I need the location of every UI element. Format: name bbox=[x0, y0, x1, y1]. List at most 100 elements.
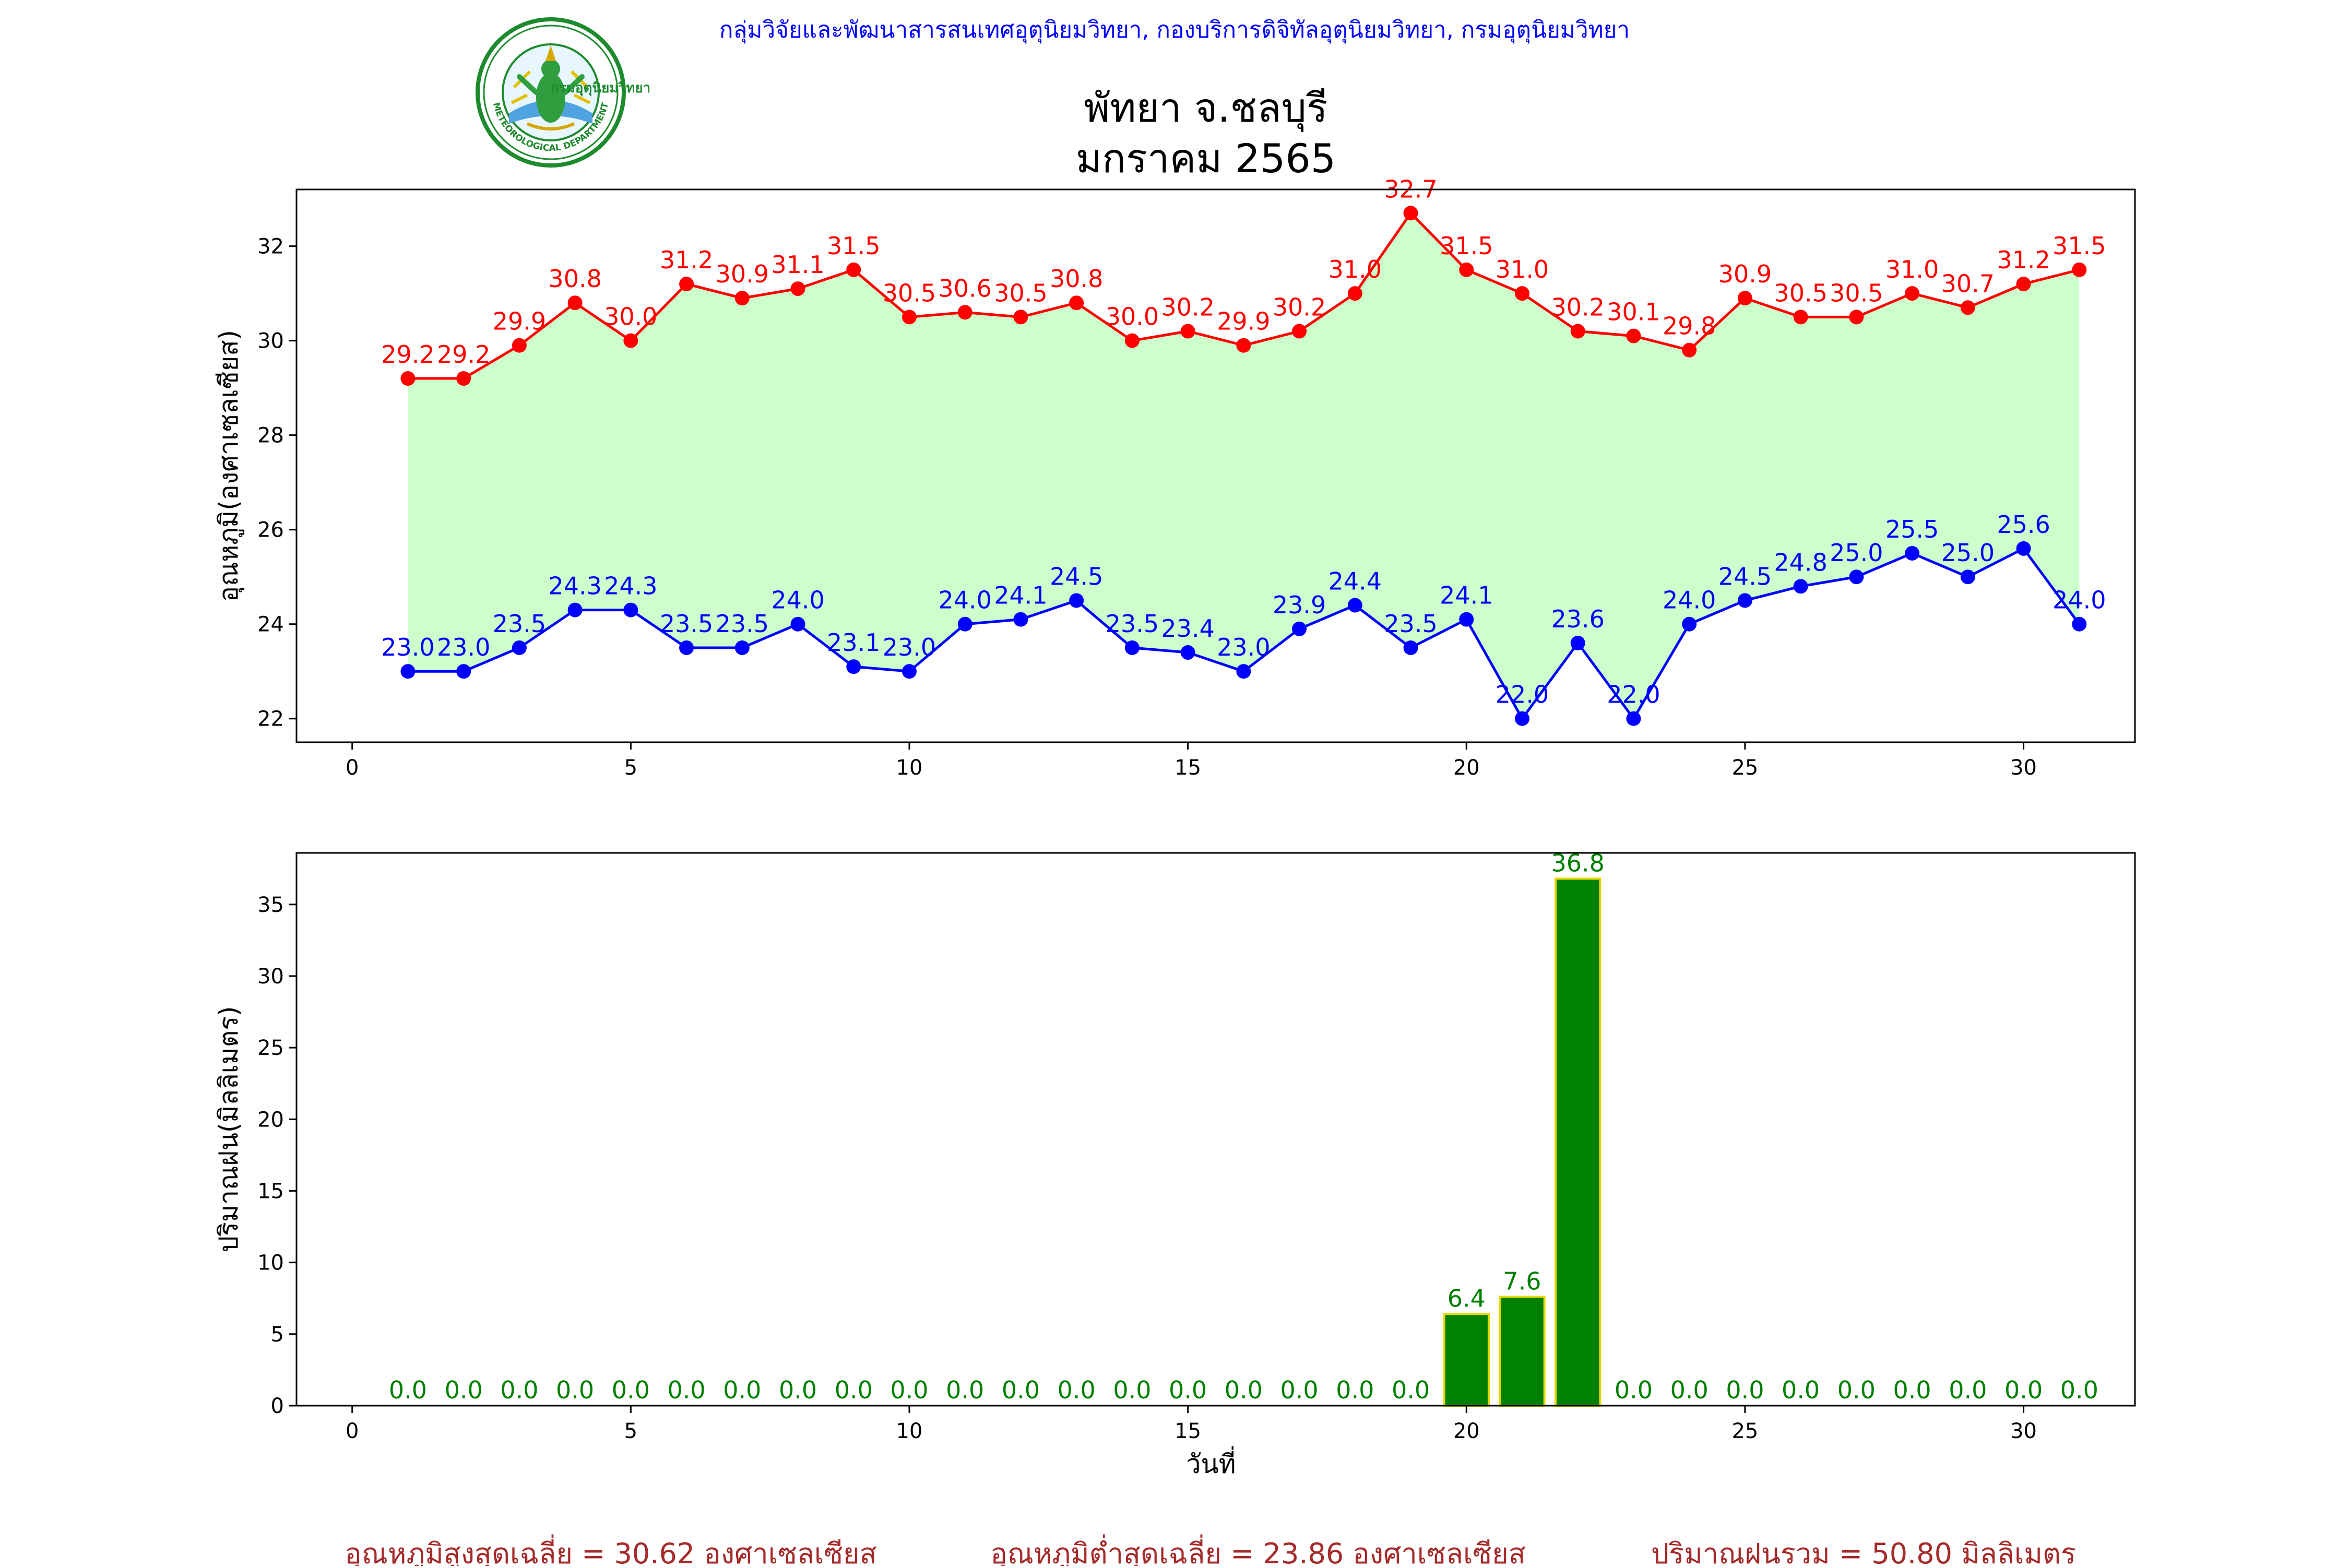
max-temperature-label: 31.2 bbox=[1997, 246, 2050, 274]
max-temperature-point bbox=[1403, 206, 1418, 221]
max-temperature-label: 31.0 bbox=[1885, 255, 1939, 283]
rainfall-label: 0.0 bbox=[1837, 1376, 1876, 1404]
max-temperature-point bbox=[1124, 333, 1140, 348]
y-tick-label: 0 bbox=[271, 1394, 284, 1418]
max-temperature-point bbox=[1236, 338, 1251, 353]
rainfall-bars bbox=[1443, 877, 1601, 1407]
max-temperature-point bbox=[1347, 286, 1362, 301]
rainfall-label: 0.0 bbox=[1336, 1376, 1374, 1404]
rainfall-label: 0.0 bbox=[2004, 1376, 2043, 1404]
temperature-range-area bbox=[408, 213, 2080, 719]
temperature-plot-frame bbox=[295, 188, 2136, 743]
max-temperature-point bbox=[1180, 324, 1195, 339]
y-tick-label: 15 bbox=[257, 1179, 284, 1203]
max-temperature-label: 29.2 bbox=[437, 340, 490, 369]
rainfall-label: 0.0 bbox=[2060, 1376, 2098, 1404]
min-temperature-point bbox=[1626, 711, 1641, 726]
min-temperature-label: 23.0 bbox=[1217, 633, 1270, 661]
rainfall-label: 0.0 bbox=[723, 1376, 761, 1404]
y-tick-label: 10 bbox=[257, 1251, 284, 1275]
rainfall-label: 0.0 bbox=[1615, 1376, 1653, 1404]
max-temperature-point bbox=[456, 371, 471, 386]
x-tick-label: 0 bbox=[346, 756, 359, 780]
min-temperature-label: 22.0 bbox=[1496, 681, 1549, 709]
max-temperature-label: 31.5 bbox=[827, 232, 880, 260]
rainfall-label: 0.0 bbox=[1949, 1376, 1987, 1404]
rainfall-label: 0.0 bbox=[500, 1376, 538, 1404]
x-tick-label: 10 bbox=[896, 756, 923, 780]
max-temperature-point bbox=[1905, 286, 1920, 301]
rainfall-label: 0.0 bbox=[389, 1376, 427, 1404]
max-temperature-label: 30.8 bbox=[548, 265, 601, 293]
max-temperature-point bbox=[2016, 277, 2031, 292]
max-temperature-label: 31.5 bbox=[1440, 232, 1493, 260]
rainfall-label: 0.0 bbox=[946, 1376, 984, 1404]
rainfall-label: 0.0 bbox=[1670, 1376, 1709, 1404]
y-tick-label: 20 bbox=[257, 1108, 284, 1132]
rainfall-label: 0.0 bbox=[668, 1376, 706, 1404]
summary-min-average: อุณหภูมิต่ำสุดเฉลี่ย = 23.86 องศาเซลเซีย… bbox=[990, 1534, 1525, 1566]
rainfall-label: 0.0 bbox=[1392, 1376, 1430, 1404]
max-temperature-point bbox=[1515, 286, 1529, 301]
rainfall-chart: 0.0 0.0 0.0 0.0 0.0 0.0 0.0 0.0 0.0 0.0 0.0 0.0 0.0 0… bbox=[213, 849, 2136, 1479]
min-temperature-point bbox=[902, 664, 917, 679]
min-temperature-label: 25.0 bbox=[1830, 539, 1883, 567]
min-temperature-label: 24.8 bbox=[1774, 548, 1827, 576]
rainfall-label: 0.0 bbox=[612, 1376, 650, 1404]
deity-emblem-icon bbox=[509, 45, 592, 130]
min-temperature-label: 23.4 bbox=[1161, 614, 1214, 643]
max-temperature-label: 30.9 bbox=[1718, 260, 1772, 288]
max-temperature-point bbox=[400, 371, 416, 386]
max-temperature-label: 30.7 bbox=[1941, 269, 1995, 298]
rainfall-x-axis-label: วันที่ bbox=[1186, 1446, 1236, 1479]
rainfall-plot-frame bbox=[295, 852, 2136, 1407]
summary-max-average: อุณหภูมิสูงสุดเฉลี่ย = 30.62 องศาเซลเซีย… bbox=[345, 1534, 876, 1566]
logo-text-top: กรมอุตุนิยมวิทยา bbox=[551, 80, 650, 97]
max-temperature-label: 29.9 bbox=[1217, 307, 1270, 336]
max-temperature-point bbox=[1682, 342, 1697, 358]
min-temperature-label: 23.5 bbox=[660, 610, 713, 638]
x-tick-label: 25 bbox=[1731, 756, 1758, 780]
max-temperature-point bbox=[1626, 328, 1641, 343]
max-temperature-label: 30.5 bbox=[1830, 279, 1883, 307]
max-temperature-point bbox=[1737, 291, 1752, 306]
x-tick-label: 5 bbox=[624, 756, 637, 780]
rainfall-x-axis: 0 5 10 15 20 25 30 bbox=[346, 1406, 2037, 1443]
min-temperature-point bbox=[456, 664, 471, 679]
temperature-data-labels: 29.2 29.229.930.830.031.230.9 31.131.530.5… bbox=[381, 175, 2106, 708]
max-temperature-label: 30.2 bbox=[1551, 293, 1605, 322]
max-temperature-point bbox=[1013, 310, 1028, 325]
min-temperature-point bbox=[1737, 593, 1752, 608]
x-tick-label: 30 bbox=[2010, 1419, 2037, 1443]
min-temperature-point bbox=[1403, 640, 1418, 655]
rainfall-label: 6.4 bbox=[1448, 1284, 1486, 1312]
min-temperature-label: 24.0 bbox=[939, 586, 992, 614]
max-temperature-label: 30.9 bbox=[716, 260, 769, 288]
rainfall-label: 0.0 bbox=[556, 1376, 594, 1404]
min-temperature-label: 23.0 bbox=[381, 633, 434, 661]
min-temperature-point bbox=[1459, 612, 1474, 627]
rainfall-label: 0.0 bbox=[890, 1376, 928, 1404]
max-temperature-point bbox=[679, 277, 694, 292]
max-temperature-point bbox=[1292, 324, 1307, 339]
y-tick-label: 26 bbox=[257, 518, 284, 542]
min-temperature-label: 24.1 bbox=[994, 581, 1047, 610]
y-tick-label: 5 bbox=[271, 1323, 284, 1347]
x-tick-label: 15 bbox=[1174, 1419, 1201, 1443]
min-temperature-label: 24.5 bbox=[1050, 562, 1103, 590]
max-temperature-label: 30.5 bbox=[883, 279, 936, 307]
summary-rain-total: ปริมาณฝนรวม = 50.80 มิลลิเมตร bbox=[1651, 1537, 2076, 1566]
min-temperature-point bbox=[957, 616, 972, 632]
min-temperature-point bbox=[400, 664, 416, 679]
max-temperature-label: 31.2 bbox=[660, 246, 713, 274]
min-temperature-label: 23.5 bbox=[716, 610, 769, 638]
max-temperature-label: 30.6 bbox=[939, 274, 992, 302]
rainfall-label: 0.0 bbox=[779, 1376, 817, 1404]
rainfall-data-labels: 0.0 0.0 0.0 0.0 0.0 0.0 0.0 0.0 0.0 0.0 0.0 0.0 0.0 0… bbox=[389, 849, 2098, 1404]
min-temperature-label: 24.0 bbox=[771, 586, 824, 614]
rainfall-label: 0.0 bbox=[445, 1376, 483, 1404]
min-temperature-point bbox=[1515, 711, 1529, 726]
x-tick-label: 20 bbox=[1453, 1419, 1480, 1443]
min-temperature-label: 24.1 bbox=[1440, 581, 1493, 610]
